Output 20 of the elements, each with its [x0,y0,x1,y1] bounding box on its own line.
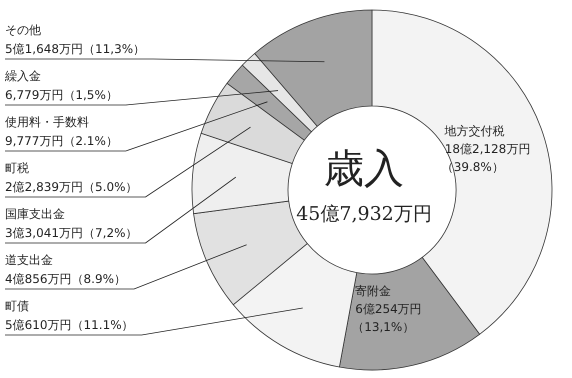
data-label: 4億856万円（8.9%） [5,272,126,286]
data-label: 9,777万円（2.1%） [5,134,118,148]
slice-label: その他 [5,23,41,37]
slice-label: 町債 [5,299,29,313]
data-label: 5億1,648万円（11,3%） [5,42,146,56]
data-label: 6億254万円（13,1%） [352,302,422,334]
slice-label: 寄附金 [355,284,392,298]
slice-label: 道支出金 [5,253,53,267]
data-label: 6,779万円（1,5%） [5,88,118,102]
slice-label: 繰入金 [4,69,41,83]
text: 45億7,932万円 [296,203,432,225]
slice-label: 地方交付税 [444,124,505,138]
data-label: 5億610万円（11.1%） [5,318,134,332]
text: 歳入 [324,146,404,192]
data-label: 3億3,041万円（7,2%） [5,226,138,240]
slice-label: 使用料・手数料 [5,115,89,129]
slice-label: 国庫支出金 [5,207,65,221]
data-label: 2億2,839万円（5.0%） [5,180,138,194]
slice-label: 町税 [5,161,29,175]
data-label: 18億2,128万円（39.8%） [442,142,530,174]
